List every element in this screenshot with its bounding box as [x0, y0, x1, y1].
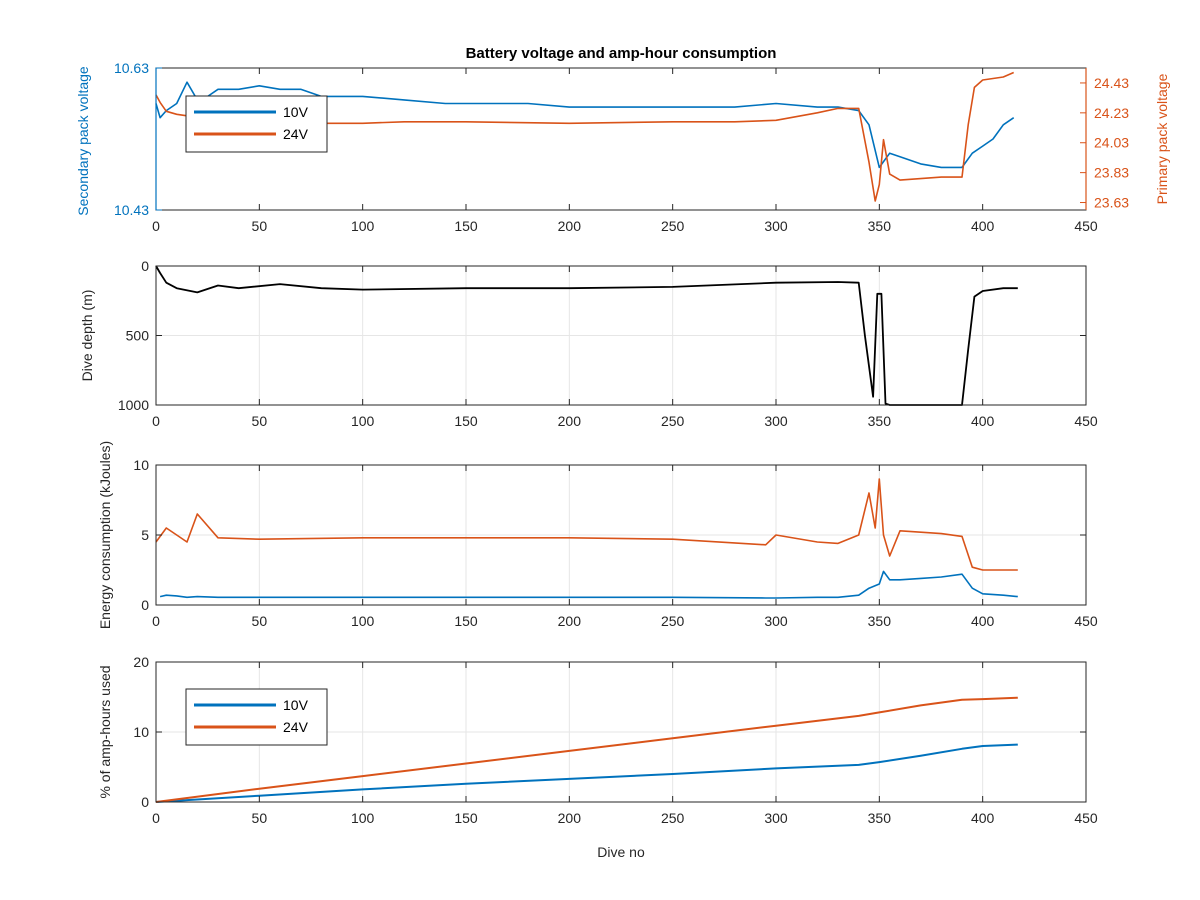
x-tick-label: 400 — [971, 413, 995, 429]
x-tick-label: 100 — [351, 810, 375, 826]
x-tick-label: 450 — [1074, 613, 1098, 629]
legend-box — [185, 95, 328, 153]
x-tick-label: 0 — [152, 613, 160, 629]
legend-label: 24V — [283, 126, 309, 142]
subplot-3: 0 50 100 150 200 250 300 350 400 450 0 5 10 Energy co… — [97, 441, 1098, 629]
y-tick-label: 1000 — [118, 397, 149, 413]
x-tick-label: 100 — [351, 613, 375, 629]
x-tick-label: 450 — [1074, 413, 1098, 429]
x-tick-label: 300 — [764, 218, 788, 234]
figure-title: Battery voltage and amp-hour consumption — [466, 45, 777, 62]
x-tick-label: 50 — [252, 218, 268, 234]
x-tick-label: 150 — [454, 413, 478, 429]
legend-label: 10V — [283, 697, 309, 713]
x-tick-label: 350 — [868, 413, 892, 429]
x-tick-label: 50 — [252, 413, 268, 429]
y2-tick-label: 24.43 — [1094, 75, 1129, 91]
x-tick-label: 150 — [454, 218, 478, 234]
y-tick-label: 0 — [141, 794, 149, 810]
y-tick-label: 0 — [141, 258, 149, 274]
y2-tick-label: 24.03 — [1094, 135, 1129, 151]
x-tick-label: 300 — [764, 413, 788, 429]
x-tick-label: 300 — [764, 613, 788, 629]
x-tick-label: 400 — [971, 810, 995, 826]
y-axis-label: % of amp-hours used — [97, 665, 113, 798]
x-tick-label: 200 — [558, 613, 582, 629]
x-tick-label: 450 — [1074, 810, 1098, 826]
y2-tick-label: 24.23 — [1094, 105, 1129, 121]
y-tick-label: 10.43 — [114, 202, 149, 218]
x-tick-label: 400 — [971, 613, 995, 629]
x-tick-label: 0 — [152, 810, 160, 826]
y-axis-label: Dive depth (m) — [79, 290, 95, 382]
series-line-10v — [155, 81, 1015, 169]
series-line-24v — [155, 478, 1018, 571]
subplot-4: 0 50 100 150 200 250 300 350 400 450 0 10 20 % of amp… — [97, 654, 1098, 826]
y-tick-label: 5 — [141, 527, 149, 543]
x-tick-label: 100 — [351, 413, 375, 429]
y2-tick-label: 23.63 — [1094, 195, 1129, 211]
x-tick-label: 250 — [661, 613, 685, 629]
x-tick-label: 0 — [152, 413, 160, 429]
x-tick-label: 350 — [868, 810, 892, 826]
x-axis-label: Dive no — [597, 844, 645, 860]
x-tick-label: 250 — [661, 413, 685, 429]
x-tick-label: 200 — [558, 810, 582, 826]
x-tick-label: 350 — [868, 613, 892, 629]
series-line-24v — [155, 696, 1018, 803]
series-line-10v — [155, 743, 1018, 803]
series-line-10v — [159, 570, 1018, 599]
y-axis-label: Energy consumption (kJoules) — [97, 441, 113, 629]
y-tick-label: 0 — [141, 597, 149, 613]
legend-label: 24V — [283, 719, 309, 735]
x-tick-label: 300 — [764, 810, 788, 826]
x-tick-label: 0 — [152, 218, 160, 234]
x-tick-label: 400 — [971, 218, 995, 234]
x-tick-label: 150 — [454, 613, 478, 629]
y-tick-label: 500 — [126, 328, 150, 344]
y2-axis-label: Primary pack voltage — [1154, 73, 1170, 204]
y-tick-label: 20 — [133, 654, 149, 670]
legend-box — [185, 688, 328, 746]
x-tick-label: 250 — [661, 218, 685, 234]
legend-label: 10V — [283, 104, 309, 120]
x-tick-label: 200 — [558, 413, 582, 429]
y-tick-label: 10 — [133, 457, 149, 473]
y-tick-label: 10.63 — [114, 60, 149, 76]
y-tick-label: 10 — [133, 724, 149, 740]
subplot-2: 0 50 100 150 200 250 300 350 400 450 1000 500 0 Dive … — [79, 258, 1098, 429]
subplot-1: 0 50 100 150 200 250 300 350 400 450 10.43 10.63 23.… — [75, 60, 1170, 234]
x-tick-label: 250 — [661, 810, 685, 826]
x-tick-label: 50 — [252, 613, 268, 629]
y2-tick-label: 23.83 — [1094, 165, 1129, 181]
x-tick-label: 350 — [868, 218, 892, 234]
x-tick-label: 150 — [454, 810, 478, 826]
x-tick-label: 200 — [558, 218, 582, 234]
x-tick-label: 450 — [1074, 218, 1098, 234]
x-tick-label: 50 — [252, 810, 268, 826]
x-tick-label: 100 — [351, 218, 375, 234]
y-axis-label: Secondary pack voltage — [75, 66, 91, 216]
